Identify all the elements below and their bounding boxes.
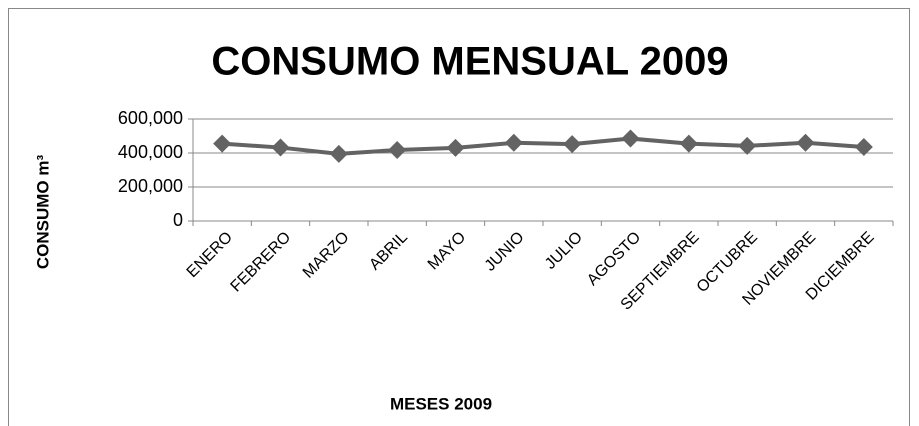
series-line bbox=[222, 136, 864, 156]
y-tick-label: 0 bbox=[173, 210, 183, 230]
data-point bbox=[563, 135, 582, 154]
y-axis-label: CONSUMO m³ bbox=[33, 155, 52, 270]
data-point bbox=[621, 129, 640, 148]
y-tick-label: 200,000 bbox=[118, 176, 183, 196]
data-point bbox=[796, 133, 815, 152]
y-tick-label: 600,000 bbox=[118, 108, 183, 128]
x-axis-label: MESES 2009 bbox=[390, 394, 492, 413]
data-point bbox=[329, 144, 348, 163]
data-point bbox=[388, 140, 407, 159]
chart-border bbox=[8, 8, 910, 426]
chart-title: CONSUMO MENSUAL 2009 bbox=[211, 40, 728, 84]
y-tick-label: 400,000 bbox=[118, 142, 183, 162]
data-point bbox=[271, 138, 290, 157]
data-point bbox=[679, 134, 698, 153]
data-point bbox=[738, 136, 757, 155]
data-point bbox=[854, 138, 873, 157]
data-point bbox=[504, 133, 523, 152]
data-point bbox=[446, 138, 465, 157]
data-point bbox=[213, 134, 232, 153]
